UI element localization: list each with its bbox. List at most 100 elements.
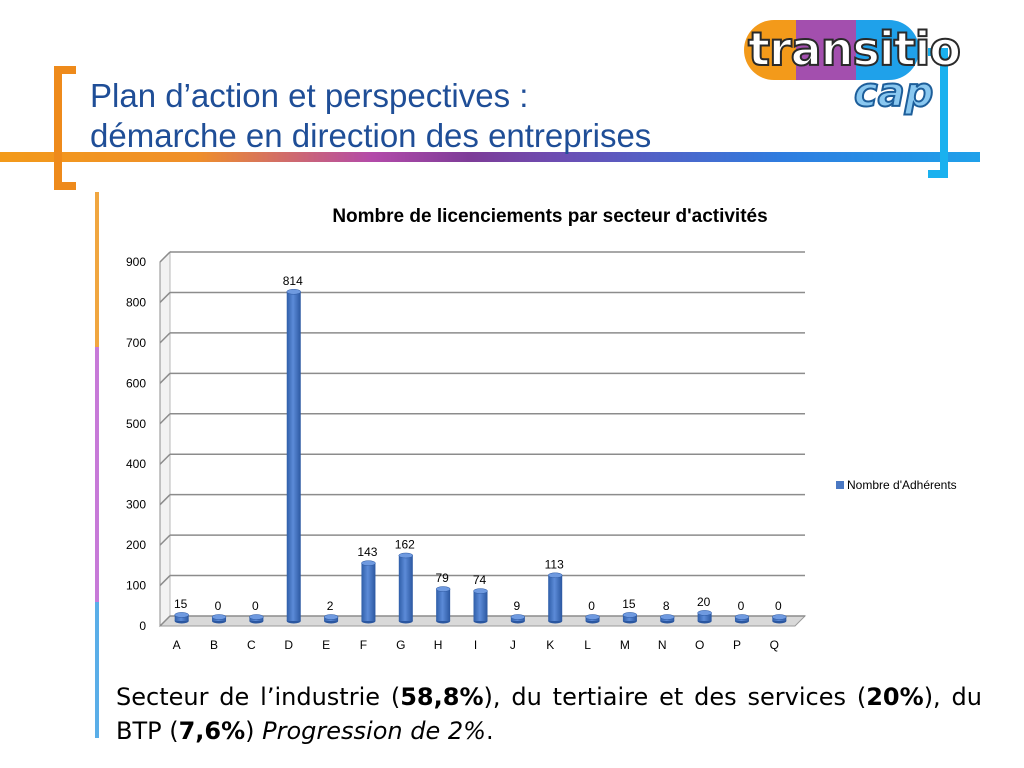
data-label: 8: [663, 599, 670, 613]
x-tick-label: K: [546, 638, 554, 652]
data-label: 9: [514, 599, 521, 613]
bar-top: [286, 289, 301, 295]
y-tick-label: 400: [126, 457, 146, 471]
bar-group: [697, 610, 712, 624]
bar-top: [772, 614, 787, 620]
bar-top: [697, 610, 712, 616]
x-tick-label: B: [210, 638, 218, 652]
data-label: 113: [545, 557, 564, 571]
caption-progression: Progression de 2%: [262, 717, 486, 745]
bar-group: [734, 614, 750, 624]
data-label: 79: [435, 571, 449, 585]
bar-group: [660, 614, 675, 624]
bar-group: [361, 560, 376, 624]
bar: [473, 591, 488, 621]
side-line-orange: [95, 192, 99, 347]
bar-top: [622, 612, 638, 618]
data-label: 0: [588, 599, 595, 613]
caption-part: ), du BTP (: [116, 683, 982, 745]
gridline-diagonal: [159, 453, 171, 465]
gridline-diagonal: [159, 615, 171, 627]
transitio-logo: transitio cap: [744, 20, 962, 120]
y-tick-label: 600: [126, 376, 146, 390]
gridline-diagonal: [159, 372, 171, 384]
bar: [174, 614, 189, 621]
data-label: 15: [622, 597, 636, 611]
bar-group: [249, 614, 264, 624]
x-tick-label: H: [434, 638, 443, 652]
y-tick-label: 0: [139, 619, 146, 633]
data-label: 162: [395, 537, 415, 551]
side-line-purple: [95, 347, 99, 602]
bar-top: [473, 588, 488, 594]
caption-part: .: [485, 717, 494, 745]
bar-group: [211, 614, 227, 624]
caption-part: ), du tertiaire et des services (: [483, 683, 867, 711]
y-tick-label: 700: [126, 336, 146, 350]
bar: [286, 291, 301, 621]
x-tick-label: E: [322, 638, 330, 652]
bar-top: [734, 614, 750, 620]
bar: [436, 589, 451, 621]
bar-group: [772, 614, 787, 624]
y-tick-label: 800: [126, 295, 146, 309]
slide-title: Plan d’action et perspectives : démarche…: [90, 76, 651, 156]
bar: [622, 614, 637, 621]
gridline-diagonal: [159, 251, 171, 263]
logo-subtext: cap: [853, 69, 934, 117]
logo-pill: [744, 20, 919, 80]
bar-group: [510, 614, 526, 624]
x-tick-label: G: [396, 638, 405, 652]
y-tick-label: 500: [126, 417, 146, 431]
data-label: 143: [357, 545, 377, 559]
bar-group: [286, 289, 301, 624]
bar: [548, 575, 563, 621]
y-tick-label: 100: [126, 579, 146, 593]
right-bracket: [928, 48, 948, 178]
data-label: 0: [775, 599, 782, 613]
gridline-diagonal: [159, 494, 171, 506]
caption-text: Secteur de l’industrie (58,8%), du terti…: [116, 680, 982, 748]
bar: [398, 555, 413, 621]
data-label: 20: [697, 595, 711, 609]
bar-top: [585, 614, 600, 620]
data-label: 0: [738, 599, 745, 613]
bar-group: [585, 614, 600, 624]
x-tick-label: M: [620, 638, 630, 652]
data-label: 0: [252, 599, 259, 613]
bar-group: [547, 572, 563, 624]
caption-btp-pct: 7,6%: [178, 717, 246, 745]
bar-top: [435, 586, 451, 592]
x-tick-label: C: [247, 638, 256, 652]
chart-legend: Nombre d'Adhérents: [836, 478, 957, 492]
bar-top: [398, 552, 414, 559]
bar-group: [622, 612, 638, 624]
bar-top: [211, 614, 227, 620]
y-tick-label: 900: [126, 255, 146, 269]
data-label: 814: [283, 274, 303, 288]
bar-top: [249, 614, 264, 620]
caption-tertiary-pct: 20%: [866, 683, 924, 711]
bar-top: [361, 560, 376, 566]
x-tick-label: A: [173, 638, 181, 652]
data-label: 15: [174, 597, 188, 611]
caption-part: ): [245, 717, 263, 745]
caption-part: Secteur de l’industrie (: [116, 683, 401, 711]
bar-group: [174, 612, 189, 624]
chart-title: Nombre de licenciements par secteur d'ac…: [332, 206, 768, 227]
gridline-diagonal: [159, 291, 171, 303]
x-tick-label: P: [733, 638, 741, 652]
x-tick-label: D: [284, 638, 293, 652]
bar: [361, 563, 376, 621]
bar-top: [510, 614, 526, 620]
slide-title-line2: démarche en direction des entreprises: [90, 117, 652, 154]
x-tick-label: O: [695, 638, 704, 652]
gridline-diagonal: [159, 413, 171, 425]
x-tick-label: I: [474, 638, 477, 652]
bar-top: [547, 572, 563, 579]
y-tick-label: 300: [126, 498, 146, 512]
gridline-diagonal: [159, 534, 171, 546]
slide-title-line1: Plan d’action et perspectives :: [90, 77, 529, 114]
bar-top: [174, 612, 189, 618]
